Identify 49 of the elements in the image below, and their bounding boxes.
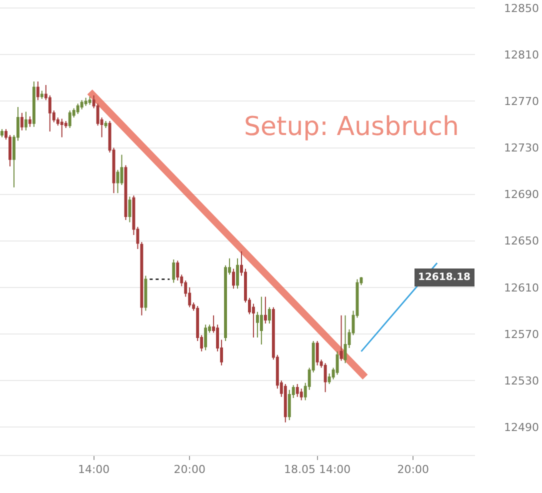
x-tick-label: 14:00 [78, 463, 110, 476]
candlestick [84, 97, 88, 106]
candlestick [324, 362, 327, 393]
y-tick-label: 12570 [504, 328, 539, 341]
candlestick [340, 314, 343, 362]
candlestick [232, 268, 235, 290]
candlestick [260, 296, 263, 345]
candlestick [144, 275, 148, 312]
candlestick [40, 90, 44, 100]
y-tick-label: 12490 [504, 420, 539, 434]
annotation: Setup: Ausbruch [244, 112, 459, 142]
candlestick [284, 384, 287, 423]
candlestick [68, 110, 72, 129]
candlestick [300, 388, 303, 401]
candlestick [24, 111, 28, 131]
candlestick [316, 340, 319, 366]
y-tick-label: 12770 [504, 95, 539, 108]
candlestick [344, 314, 347, 364]
candlestick [264, 296, 267, 324]
candlestick [236, 258, 239, 290]
candlestick [0, 128, 4, 138]
x-tick-label: 18.05 14:00 [284, 463, 351, 476]
candlestick [172, 259, 176, 284]
y-tick-label: 12690 [504, 188, 539, 202]
y-tick-label: 12610 [504, 281, 539, 294]
candlestick [32, 80, 36, 128]
candlestick [36, 80, 40, 101]
candlestick [28, 116, 32, 128]
y-tick-label: 12650 [504, 234, 539, 248]
candlestick [80, 100, 84, 110]
candlestick [336, 350, 339, 376]
candlestick [20, 112, 24, 131]
candlestick [296, 384, 299, 398]
candlestick [140, 242, 144, 316]
annotation: 12618.18 [418, 272, 471, 283]
candlestick [288, 389, 291, 421]
candlestick [60, 118, 64, 138]
candlestick [104, 120, 108, 129]
y-tick-label: 12730 [504, 142, 539, 155]
candlestick [76, 103, 80, 115]
candlestick [88, 96, 92, 106]
candlestick [128, 196, 132, 223]
candlestick [204, 324, 208, 351]
x-tick-label: 20:00 [397, 463, 429, 476]
y-tick-label: 12810 [504, 48, 539, 62]
x-tick-label: 20:00 [174, 463, 206, 476]
candlestick [268, 306, 271, 324]
y-tick-label: 12530 [504, 374, 539, 388]
y-tick-label: 12850 [504, 2, 539, 15]
